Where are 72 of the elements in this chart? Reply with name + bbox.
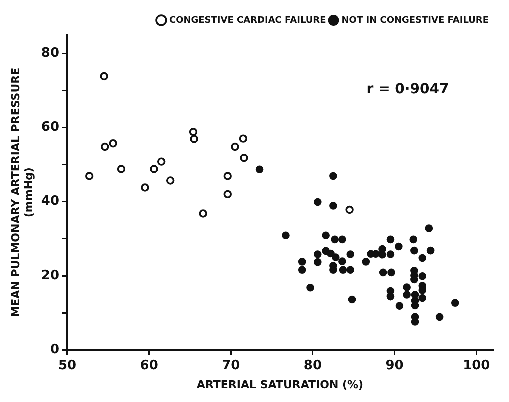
point	[436, 313, 444, 322]
point	[239, 134, 248, 143]
point	[314, 258, 322, 266]
point	[346, 206, 354, 214]
point	[100, 72, 108, 81]
point	[418, 254, 427, 262]
x-tick-label: 90	[386, 358, 404, 374]
point	[451, 299, 460, 308]
point	[330, 172, 338, 180]
point	[199, 210, 208, 218]
x-tick-label: 80	[304, 358, 322, 374]
point	[418, 294, 427, 302]
point	[109, 140, 118, 148]
point	[386, 250, 395, 258]
x-axis-title: ARTERIAL SATURATION (%)	[196, 378, 364, 392]
x-tick-label: 60	[140, 358, 158, 374]
point	[410, 246, 418, 255]
point	[298, 266, 306, 274]
point	[403, 284, 411, 292]
point	[141, 184, 150, 192]
point	[117, 165, 126, 174]
annotation: r = 0·9047	[366, 82, 450, 98]
point	[339, 266, 348, 274]
point	[331, 236, 339, 244]
y-tick-label: 80	[41, 46, 60, 61]
y-tick-label: 40	[41, 194, 60, 210]
point	[388, 268, 396, 277]
y-axis-title: MEAN PULMONARY ARTERIAL PRESSURE (mmHg)	[9, 68, 36, 318]
point	[240, 154, 248, 162]
point	[150, 165, 158, 174]
point	[396, 302, 404, 310]
x-tick-label: 100	[463, 358, 490, 374]
point	[410, 236, 418, 244]
point	[362, 258, 370, 266]
point	[418, 272, 427, 280]
point	[224, 172, 232, 180]
point	[346, 266, 355, 274]
point	[338, 236, 346, 244]
point	[379, 268, 388, 277]
point	[189, 128, 198, 136]
y-tick-label: 20	[41, 268, 60, 284]
legend-label: NOT IN CONGESTIVE FAILURE	[342, 16, 490, 26]
point	[322, 232, 330, 240]
point	[306, 284, 314, 292]
point	[394, 242, 403, 251]
x-tick-label: 70	[222, 358, 240, 374]
point	[403, 291, 411, 299]
point	[386, 236, 395, 244]
y-tick-label: 0	[50, 342, 60, 358]
point	[298, 258, 306, 266]
point	[85, 172, 94, 180]
point	[166, 176, 175, 185]
point	[338, 258, 346, 266]
point	[101, 142, 110, 152]
point	[224, 190, 232, 199]
point	[346, 250, 355, 258]
point	[314, 198, 322, 206]
point	[348, 296, 356, 304]
point	[332, 254, 340, 262]
point	[256, 166, 264, 174]
point	[426, 246, 435, 255]
point	[190, 135, 198, 144]
point	[157, 158, 166, 166]
point	[378, 251, 386, 259]
point	[425, 224, 434, 232]
point	[282, 232, 290, 240]
point	[314, 250, 322, 258]
point	[231, 142, 240, 152]
y-tick-label: 60	[41, 120, 60, 136]
legend-label: CONGESTIVE CARDIAC FAILURE	[169, 16, 326, 26]
point	[330, 202, 338, 210]
x-tick-label: 50	[58, 358, 77, 374]
